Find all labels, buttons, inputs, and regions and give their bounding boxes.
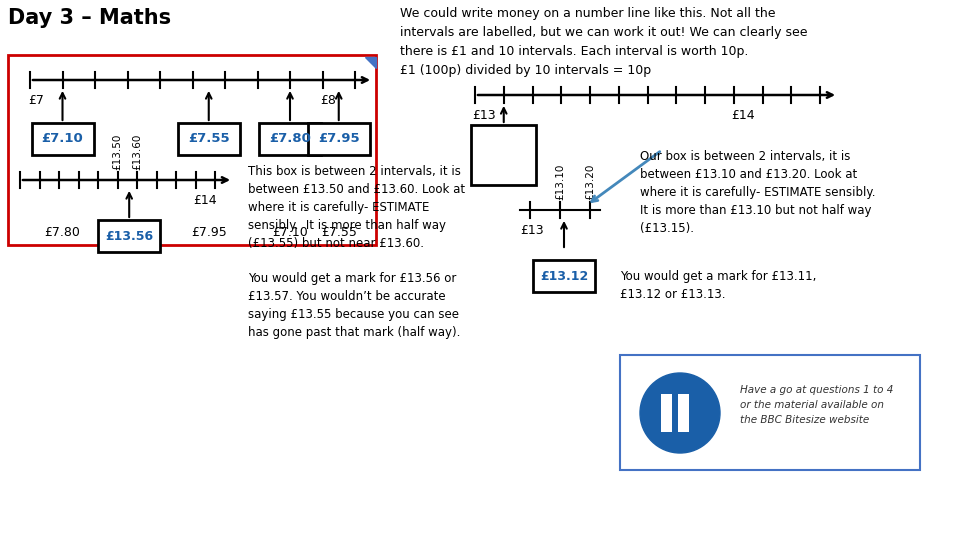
Text: This box is between 2 intervals, it is
between £13.50 and £13.60. Look at
where : This box is between 2 intervals, it is b… <box>248 165 466 250</box>
Text: £13.10: £13.10 <box>555 164 565 200</box>
Text: You would get a mark for £13.56 or
£13.57. You wouldn’t be accurate
saying £13.5: You would get a mark for £13.56 or £13.5… <box>248 272 461 339</box>
Text: £7.80: £7.80 <box>269 132 311 145</box>
Text: £13.60: £13.60 <box>132 133 142 170</box>
Text: We could write money on a number line like this. Not all the
intervals are label: We could write money on a number line li… <box>400 7 807 77</box>
Text: £7.10: £7.10 <box>41 132 84 145</box>
Text: £7.55: £7.55 <box>188 132 229 145</box>
Bar <box>308 123 370 155</box>
Bar <box>259 123 321 155</box>
Text: £7.80: £7.80 <box>44 226 81 239</box>
Text: £7.95: £7.95 <box>318 132 360 145</box>
Bar <box>98 220 160 252</box>
Bar <box>661 394 672 432</box>
Text: Day 3 – Maths: Day 3 – Maths <box>8 8 171 28</box>
Bar <box>178 123 240 155</box>
Bar <box>533 260 595 292</box>
Text: £13: £13 <box>472 109 495 122</box>
Polygon shape <box>365 57 376 68</box>
Text: £7: £7 <box>28 94 44 107</box>
Text: £8: £8 <box>321 94 336 107</box>
Text: £7.10: £7.10 <box>272 226 308 239</box>
Text: You would get a mark for £13.11,
£13.12 or £13.13.: You would get a mark for £13.11, £13.12 … <box>620 270 816 301</box>
Text: £14: £14 <box>194 194 217 207</box>
Text: £13.56: £13.56 <box>106 230 154 242</box>
Text: £13.20: £13.20 <box>585 164 595 200</box>
Text: £7.95: £7.95 <box>191 226 227 239</box>
Bar <box>678 394 689 432</box>
Bar <box>8 55 376 245</box>
Bar <box>32 123 93 155</box>
Text: £14: £14 <box>731 109 755 122</box>
Bar <box>620 355 920 470</box>
Text: £13.50: £13.50 <box>112 133 123 170</box>
Circle shape <box>640 373 720 453</box>
Text: Our box is between 2 intervals, it is
between £13.10 and £13.20. Look at
where i: Our box is between 2 intervals, it is be… <box>640 150 876 235</box>
Text: £7.55: £7.55 <box>321 226 357 239</box>
Text: £13.12: £13.12 <box>540 269 588 282</box>
Text: Have a go at questions 1 to 4
or the material available on
the BBC Bitesize webs: Have a go at questions 1 to 4 or the mat… <box>740 385 894 424</box>
Bar <box>471 125 537 185</box>
Text: £13: £13 <box>520 224 543 237</box>
